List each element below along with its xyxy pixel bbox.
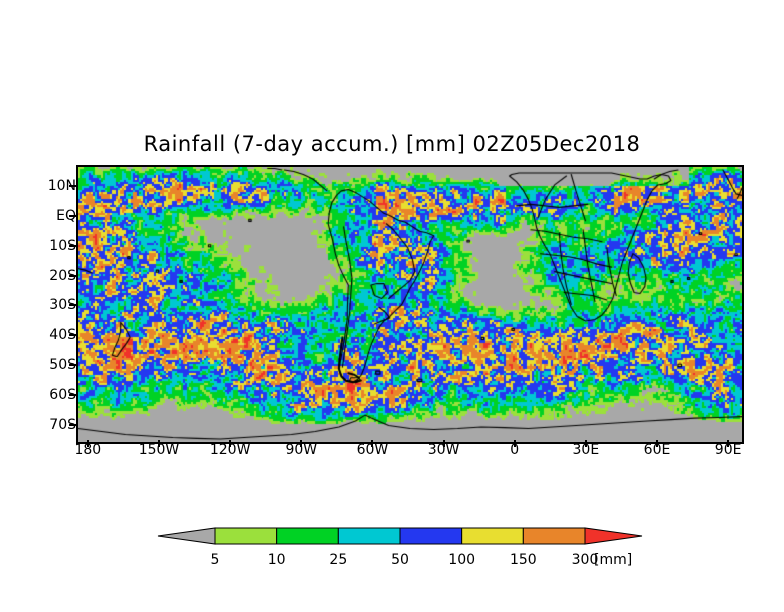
x-tick-label: 180	[74, 442, 102, 458]
x-tick-label: 150W	[138, 442, 180, 458]
colorbar-extend-max	[584, 527, 643, 545]
colorbar-swatch	[214, 527, 278, 545]
y-tick-label: 60S	[49, 387, 76, 404]
colorbar-extend-min	[157, 527, 216, 545]
x-tick-mark	[513, 440, 516, 447]
colorbar-unit-label: [mm]	[594, 552, 633, 568]
x-tick-mark	[656, 440, 658, 447]
x-tick-label: 60E	[643, 442, 671, 458]
colorbar-tick-label: 50	[391, 552, 409, 568]
rainfall-heatmap-canvas	[78, 167, 742, 442]
colorbar-swatches	[157, 527, 643, 545]
colorbar-swatch	[522, 527, 586, 545]
x-tick-label: 90E	[714, 442, 742, 458]
x-tick-mark	[86, 440, 89, 447]
y-tick-label: 10N	[47, 177, 76, 194]
x-axis-ticks	[76, 440, 740, 447]
x-tick-label: 60W	[356, 442, 389, 458]
x-tick-mark	[727, 440, 730, 447]
page-title: Rainfall (7-day accum.) [mm] 02Z05Dec201…	[143, 132, 641, 156]
x-tick-label: 120W	[209, 442, 251, 458]
y-tick-label: 10S	[49, 237, 76, 254]
y-tick-label: EQ	[56, 207, 76, 224]
x-tick-label: 90W	[285, 442, 318, 458]
y-tick-mark	[69, 364, 76, 367]
colorbar-swatch	[276, 527, 339, 545]
y-tick-label: 30S	[49, 297, 76, 314]
x-tick-mark	[371, 440, 374, 447]
y-tick-mark	[69, 424, 76, 427]
colorbar-swatch	[399, 527, 463, 545]
y-tick-mark	[69, 184, 76, 187]
x-tick-label: 30W	[427, 442, 460, 458]
colorbar-tick-label: 25	[329, 552, 348, 568]
x-tick-mark	[442, 440, 445, 447]
colorbar-tick-label: 100	[448, 552, 476, 568]
colorbar-tick-label: 10	[267, 552, 286, 568]
x-tick-mark	[584, 440, 587, 447]
x-tick-mark	[300, 440, 303, 447]
colorbar-swatch	[461, 527, 524, 545]
y-tick-mark	[69, 214, 76, 217]
x-tick-label: 30E	[572, 442, 600, 458]
map-plot-area	[76, 165, 744, 444]
y-axis-ticks	[69, 165, 76, 440]
y-tick-label: 20S	[49, 267, 76, 284]
y-tick-mark	[69, 304, 76, 307]
x-tick-mark	[158, 440, 160, 447]
x-tick-mark	[229, 440, 232, 447]
x-tick-label: 0	[510, 442, 520, 458]
y-axis-labels: 10N EQ 10S 20S 30S 40S 50S 60S 70S	[22, 165, 76, 440]
colorbar-tick-label: 5	[210, 552, 220, 568]
y-tick-label: 70S	[49, 417, 76, 434]
colorbar: [mm] 5 10 25 50 100 150 300	[150, 518, 650, 570]
y-tick-mark	[69, 274, 76, 277]
y-tick-mark	[69, 394, 76, 397]
colorbar-tick-label: 150	[509, 552, 537, 568]
x-axis-labels: 180 150W 120W 90W 60W 30W 0 30E 60E 90E	[74, 442, 742, 468]
y-tick-mark	[69, 244, 76, 247]
colorbar-swatch	[337, 527, 401, 545]
y-tick-mark	[69, 334, 76, 337]
y-tick-label: 50S	[49, 357, 76, 374]
y-tick-label: 40S	[49, 327, 76, 344]
colorbar-tick-label: 300	[571, 552, 599, 568]
